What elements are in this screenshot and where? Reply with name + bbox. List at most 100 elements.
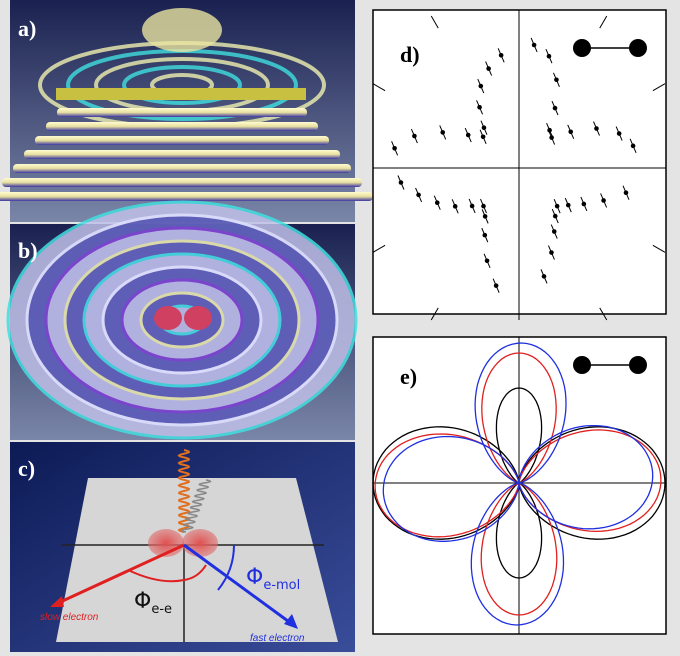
molecule	[182, 529, 218, 557]
atom	[629, 356, 647, 374]
point	[484, 258, 490, 264]
stripe	[57, 108, 307, 117]
angle-tick	[430, 307, 439, 321]
point	[480, 134, 486, 140]
point	[482, 214, 488, 219]
panel-label: c)	[18, 456, 35, 481]
angle-tick	[599, 15, 608, 29]
point	[493, 283, 499, 288]
scatter	[372, 15, 666, 321]
symbol: Φ	[134, 589, 151, 614]
point	[440, 130, 446, 135]
point	[616, 131, 622, 136]
point	[465, 132, 471, 138]
panel-label: d)	[400, 42, 420, 67]
polar-curve	[481, 352, 557, 484]
stripe	[24, 150, 340, 159]
point	[416, 192, 421, 198]
angle-label: Φe-mol	[246, 565, 300, 593]
ripple	[122, 65, 242, 105]
point	[398, 180, 404, 185]
point	[392, 145, 397, 151]
polar-curve	[372, 426, 520, 540]
point	[594, 126, 599, 131]
angle-arc	[217, 544, 235, 591]
annotation: slow electron	[40, 612, 99, 623]
angle-tick	[652, 83, 666, 92]
point	[482, 232, 488, 238]
polar-curve	[518, 424, 654, 530]
arrowhead	[284, 614, 298, 629]
point	[552, 105, 558, 111]
point	[546, 53, 552, 59]
polar-curve	[495, 387, 543, 484]
point	[549, 250, 554, 255]
subscript: e-e	[151, 602, 172, 617]
annotation: fast electron	[250, 633, 305, 644]
point	[478, 83, 484, 89]
angle-tick	[372, 244, 386, 253]
stripe	[35, 136, 329, 145]
polar-curve	[495, 482, 543, 579]
stripe	[46, 122, 318, 131]
slit-wall	[56, 88, 306, 100]
point	[581, 201, 587, 207]
polar-curve	[470, 482, 565, 626]
polar-curve	[480, 482, 558, 616]
atom	[573, 39, 591, 57]
point	[552, 213, 558, 219]
stripe	[13, 164, 351, 173]
atom	[629, 39, 647, 57]
angle-tick	[372, 83, 386, 92]
symbol: Φ	[246, 565, 263, 590]
point	[601, 198, 606, 203]
photon	[180, 479, 212, 533]
point	[554, 203, 560, 209]
point	[434, 200, 440, 205]
point	[547, 127, 552, 133]
angle-tick	[652, 244, 666, 253]
polar-curve	[382, 435, 520, 542]
panel-label: e)	[400, 364, 417, 389]
point	[551, 229, 557, 234]
point	[531, 42, 537, 48]
subscript: e-mol	[263, 578, 300, 593]
point	[541, 274, 547, 279]
angle-tick	[430, 15, 439, 29]
point	[477, 104, 482, 110]
angle-arc	[127, 564, 207, 583]
point	[452, 204, 458, 209]
point	[469, 203, 475, 209]
wave-peak	[142, 8, 222, 52]
arrow	[183, 543, 293, 626]
point	[481, 125, 487, 130]
plane	[56, 478, 338, 642]
point	[568, 129, 574, 135]
panel-label: a)	[18, 16, 36, 41]
panel-label: b)	[18, 238, 38, 263]
point	[549, 135, 554, 140]
point	[481, 203, 486, 209]
point	[630, 143, 636, 149]
polar-curve	[518, 426, 666, 540]
wave-illustration	[0, 8, 373, 201]
point	[554, 77, 559, 83]
point	[486, 66, 491, 71]
point	[412, 133, 417, 139]
point	[623, 190, 629, 196]
source	[184, 306, 212, 330]
angle-label: Φe-e	[134, 589, 172, 617]
point	[565, 202, 571, 208]
polar-curves	[372, 342, 666, 626]
arrowhead	[50, 596, 64, 607]
arrow	[55, 543, 185, 606]
source	[154, 306, 182, 330]
polar-curve	[474, 342, 567, 484]
stripe	[0, 192, 373, 201]
atom	[573, 356, 591, 374]
wave-illustration	[6, 200, 358, 440]
point	[498, 52, 504, 58]
stripe	[2, 178, 362, 187]
angle-tick	[599, 307, 608, 321]
